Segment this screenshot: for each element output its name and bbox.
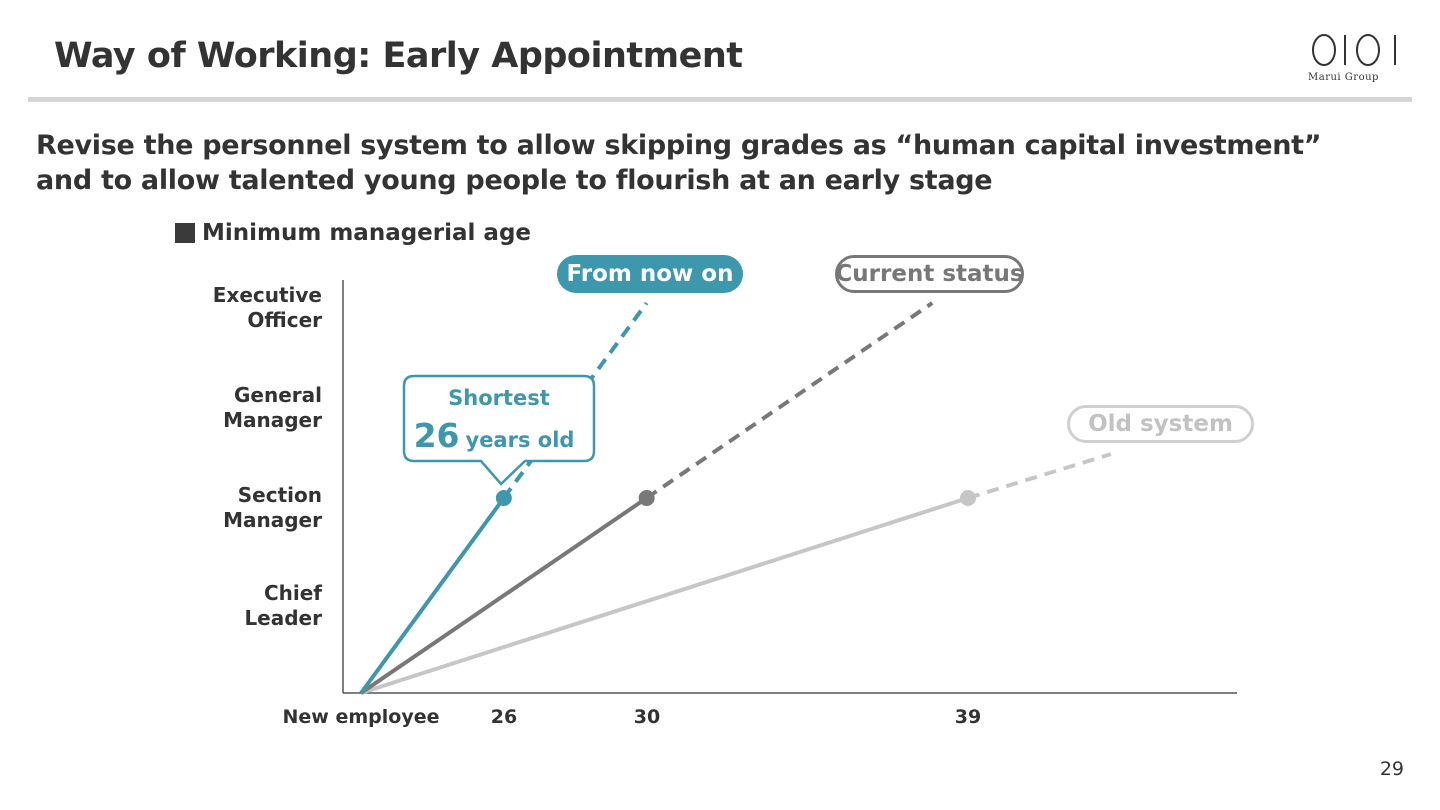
y-label-section-manager: Section Manager xyxy=(223,483,322,532)
callout-unit: years old xyxy=(465,428,575,452)
header-divider xyxy=(28,97,1412,102)
callout-age: 26 years old xyxy=(394,416,594,455)
logo-text: Marui Group xyxy=(1308,72,1379,83)
series-label-old-system: Old system xyxy=(1067,405,1254,443)
legend-swatch xyxy=(175,223,195,243)
y-label-chief-leader: Chief Leader xyxy=(244,581,322,630)
callout-bubble xyxy=(402,374,596,486)
projection-old-system xyxy=(967,452,1112,500)
x-tick-39: 39 xyxy=(954,706,982,728)
chart-legend: Minimum managerial age xyxy=(175,220,531,246)
series-line-old-system xyxy=(360,496,969,695)
series-line-current-status xyxy=(359,496,648,695)
page-title: Way of Working: Early Appointment xyxy=(54,36,743,76)
callout-shortest: Shortest xyxy=(448,386,550,410)
callout-text: Shortest 26 years old xyxy=(404,386,594,455)
series-line-from-now-on xyxy=(359,496,506,695)
page-subtitle: Revise the personnel system to allow ski… xyxy=(36,130,1322,196)
y-label-executive-officer: Executive Officer xyxy=(212,283,322,332)
projection-current-status xyxy=(645,301,934,500)
page-number: 29 xyxy=(1379,758,1404,780)
y-label-general-manager: General Manager xyxy=(223,383,322,432)
series-label-current-status: Current status xyxy=(835,255,1024,293)
oioi-logo-icon xyxy=(1312,34,1396,66)
series-label-from-now-on: From now on xyxy=(557,255,743,293)
callout-number: 26 xyxy=(413,416,460,455)
marker-old-system xyxy=(960,490,976,506)
marker-from-now-on xyxy=(495,490,512,506)
marui-group-logo: Marui Group xyxy=(1300,32,1412,92)
x-tick-26: 26 xyxy=(490,706,518,728)
marker-current-status xyxy=(638,490,655,506)
legend-label: Minimum managerial age xyxy=(202,220,532,246)
x-label-new-employee: New employee xyxy=(282,706,440,728)
x-tick-30: 30 xyxy=(633,706,661,728)
